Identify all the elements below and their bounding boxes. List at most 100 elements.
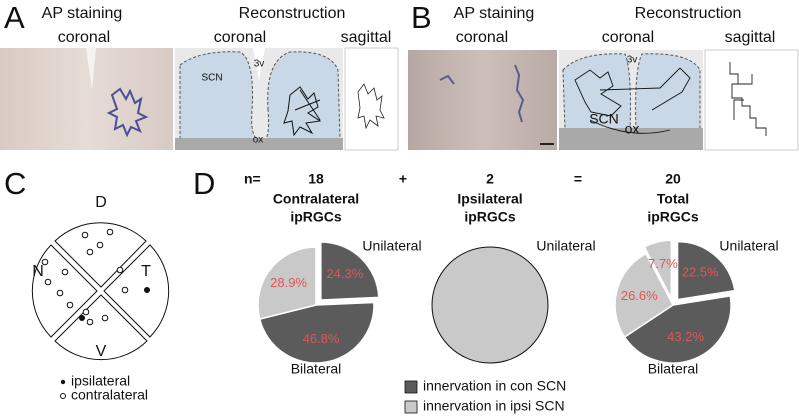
region-label: ox xyxy=(625,121,640,137)
cell-dot xyxy=(56,289,64,297)
panel-d: D n= + = xyxy=(193,166,582,201)
operator: + xyxy=(399,171,407,187)
legend-label: contralateral xyxy=(71,387,148,403)
region-label: SCN xyxy=(589,111,619,127)
chiasm xyxy=(175,138,343,150)
heading: Reconstruction xyxy=(239,5,346,22)
pie-title: ipRGCs xyxy=(464,209,516,225)
slice-label: 26.6% xyxy=(621,288,658,303)
retina-quadrant xyxy=(54,294,148,361)
cell-dot xyxy=(61,268,69,276)
neuron-trace xyxy=(283,86,322,137)
heading: AP staining xyxy=(42,5,123,22)
retina-quadrant xyxy=(103,244,170,338)
stained-cell xyxy=(106,87,149,138)
retina-quadrant xyxy=(54,222,147,288)
cell-dot xyxy=(44,278,52,286)
pie-annotation: Unilateral xyxy=(719,238,778,254)
direction-label: N xyxy=(32,263,44,280)
heading: Reconstruction xyxy=(635,5,742,22)
panel-c: C D N T V ipsilateral contralateral xyxy=(4,166,170,403)
panel-letter: D xyxy=(193,166,215,201)
direction-label: V xyxy=(96,343,107,360)
pie-slice xyxy=(257,246,317,320)
slice-label: 46.8% xyxy=(303,331,340,346)
operator: = xyxy=(574,171,582,187)
legend-label: innervation in ipsi SCN xyxy=(423,398,565,414)
pie-title: Ipsilateral xyxy=(457,191,522,207)
scn-outline xyxy=(263,51,341,141)
pie-annotation: Unilateral xyxy=(536,238,595,254)
region-label: 3v xyxy=(627,55,638,66)
pie-annotation: Bilateral xyxy=(648,361,699,377)
stained-cell xyxy=(439,64,525,123)
scn-outline xyxy=(179,51,260,141)
legend-label: ipsilateral xyxy=(71,373,130,389)
pie-title: ipRGCs xyxy=(647,209,699,225)
neuron-trace xyxy=(357,83,385,130)
direction-label: D xyxy=(95,194,107,211)
heading: coronal xyxy=(456,29,508,46)
scn-outline xyxy=(635,53,701,131)
legend-marker xyxy=(60,393,66,399)
photo xyxy=(408,50,557,150)
cell-dot xyxy=(82,308,90,316)
pie-title: Contralateral xyxy=(273,191,359,207)
region-label: ox xyxy=(253,135,264,146)
photo xyxy=(0,48,173,150)
panel-b: B AP staining coronal Reconstruction cor… xyxy=(408,0,799,151)
pie-slice xyxy=(643,239,673,299)
n-value: 20 xyxy=(665,171,681,187)
cell-dot xyxy=(41,258,49,266)
pie-slice xyxy=(258,301,375,364)
retina-quadrant xyxy=(31,244,98,338)
pie-slice xyxy=(676,240,736,301)
panel-letter: B xyxy=(411,0,432,35)
slice-label: 7.7% xyxy=(648,256,678,271)
n-value: 2 xyxy=(486,171,494,187)
pie-slice xyxy=(320,241,380,301)
cell-dot xyxy=(96,241,104,249)
pie-title: ipRGCs xyxy=(290,209,342,225)
heading: AP staining xyxy=(454,5,535,22)
direction-label: T xyxy=(141,263,151,280)
cell-dot xyxy=(121,286,129,294)
legend-label: innervation in con SCN xyxy=(423,378,566,394)
slice-label: 22.5% xyxy=(682,265,719,280)
pie-annotation: Unilateral xyxy=(362,238,421,254)
heading: coronal xyxy=(214,29,266,46)
sagittal-bg xyxy=(344,47,399,151)
cell-dot xyxy=(79,315,85,321)
scn-outline xyxy=(562,53,631,131)
pie-slice xyxy=(431,246,549,364)
cell-dot xyxy=(86,318,94,326)
sagittal-bg xyxy=(704,49,799,151)
cell-dot xyxy=(66,301,74,309)
panel-a: A AP staining coronal Reconstruction cor… xyxy=(0,0,399,151)
cell-dot xyxy=(144,287,150,293)
legend-swatch xyxy=(404,380,418,394)
heading: coronal xyxy=(602,29,654,46)
chiasm xyxy=(559,128,703,150)
cell-dot xyxy=(106,228,114,236)
panel-letter: A xyxy=(4,0,25,35)
ventricle xyxy=(86,48,96,90)
pie-title: Total xyxy=(657,191,689,207)
pie-slice xyxy=(614,252,674,339)
cell-dot xyxy=(116,266,124,274)
heading: sagittal xyxy=(341,29,392,46)
neuron-trace xyxy=(574,67,691,134)
slice-label: 28.9% xyxy=(270,275,307,290)
slice-label: 24.3% xyxy=(326,266,363,281)
n-label: n= xyxy=(244,171,261,187)
neuron-trace xyxy=(729,62,767,136)
n-value: 18 xyxy=(308,171,324,187)
cell-dot xyxy=(86,248,94,256)
panel-letter: C xyxy=(4,166,26,201)
slice-label: 43.2% xyxy=(667,329,704,344)
ventricle xyxy=(253,48,265,80)
region-label: SCN xyxy=(201,73,222,84)
heading: coronal xyxy=(58,29,110,46)
cell-dot xyxy=(101,314,109,322)
